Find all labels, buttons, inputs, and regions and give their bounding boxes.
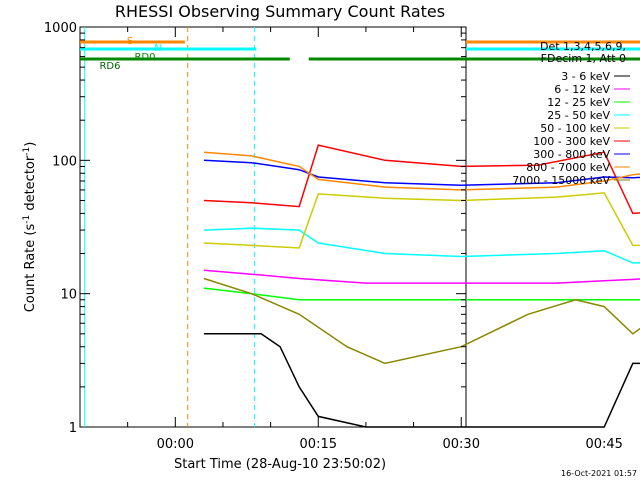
y-axis-label-end: ) — [23, 142, 38, 147]
x-tick-label-0: 00:00 — [157, 437, 194, 452]
series-group — [203, 144, 640, 428]
legend-label-5: 100 - 300 keV — [533, 135, 610, 148]
series-line-3-0 — [203, 227, 640, 264]
y-axis-label-mid: detector — [23, 155, 38, 215]
vertical-markers — [84, 27, 255, 427]
legend-header-0: Det 1,3,4,5,6,9, — [540, 40, 626, 53]
y-tick-label-2: 100 — [52, 154, 77, 169]
y-tick-label-1: 10 — [60, 288, 77, 303]
state-bars: SNRD0RD6 — [80, 36, 640, 72]
y-axis-label-sup2: -1 — [22, 147, 32, 156]
plot-frame — [79, 26, 467, 428]
series-line-6-0 — [203, 159, 640, 187]
series-line-1-0 — [203, 269, 640, 284]
legend-label-3: 25 - 50 keV — [547, 109, 610, 122]
x-tick-label-1: 00:15 — [300, 437, 337, 452]
series-line-7-0 — [203, 151, 640, 191]
y-tick-label-3: 1000 — [44, 21, 77, 36]
legend-label-6: 300 - 800 keV — [533, 148, 610, 161]
legend-label-7: 800 - 7000 keV — [526, 161, 610, 174]
chart-title: RHESSI Observing Summary Count Rates — [115, 2, 445, 21]
y-axis-label: Count Rate (s-1 detector-1) — [22, 142, 38, 313]
legend-label-4: 50 - 100 keV — [540, 122, 610, 135]
legend-header-1: FDecim 1, Att 0 — [541, 52, 626, 65]
legend-label-2: 12 - 25 keV — [547, 96, 610, 109]
legend-label-1: 6 - 12 keV — [554, 83, 610, 96]
series-line-4-0 — [203, 192, 640, 249]
series-line-8-0 — [203, 277, 640, 365]
x-axis-label: Start Time (28-Aug-10 23:50:02) — [174, 457, 386, 472]
series-line-2-0 — [203, 287, 640, 301]
legend-label-0: 3 - 6 keV — [561, 70, 610, 83]
state-bar-label-3: RD6 — [99, 61, 120, 72]
series-line-0-0 — [203, 333, 640, 428]
legend: Det 1,3,4,5,6,9,FDecim 1, Att 0 3 - 6 keV… — [512, 40, 630, 187]
state-bar-label-0: S — [127, 36, 133, 47]
x-tick-label-3: 00:45 — [585, 437, 622, 452]
y-axis-label-sup1: -1 — [22, 215, 32, 224]
state-bar-label-1: N — [154, 43, 161, 54]
x-tick-label-2: 00:30 — [443, 437, 480, 452]
legend-label-8: 7000 - 15000 keV — [512, 174, 610, 187]
series-line-5-0 — [203, 144, 640, 215]
timestamp: 16-Oct-2021 01:57 — [561, 469, 637, 478]
y-axis: 1 10 100 1000 — [44, 21, 466, 436]
y-tick-label-0: 1 — [69, 421, 77, 436]
y-axis-label-main: Count Rate (s — [23, 224, 38, 313]
